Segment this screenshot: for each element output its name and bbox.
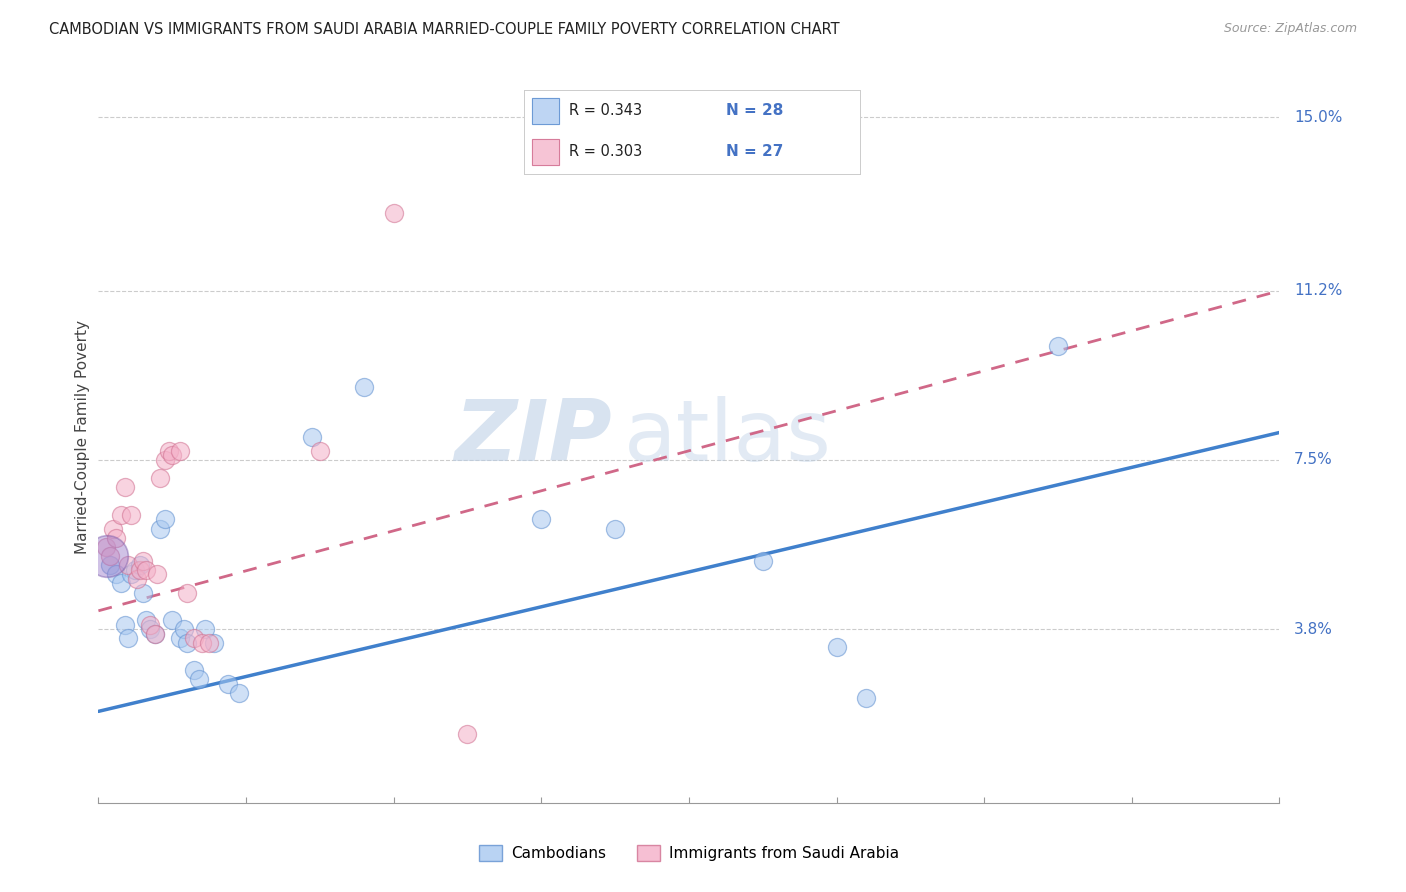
Text: 7.5%: 7.5% (1294, 452, 1333, 467)
Point (98, 558, 121, 573)
Point (143, 626, 166, 640)
Point (173, 622, 195, 636)
Point (132, 553, 155, 567)
Point (217, 677, 239, 691)
Point (176, 585, 198, 599)
Point (149, 521, 172, 535)
Point (198, 636, 221, 650)
Point (146, 567, 169, 582)
Point (103, 521, 125, 535)
Text: 3.8%: 3.8% (1294, 622, 1333, 637)
Point (187, 673, 209, 687)
Point (169, 443, 191, 458)
Point (162, 449, 183, 463)
Point (135, 613, 157, 627)
Point (110, 576, 132, 591)
Text: 11.2%: 11.2% (1294, 284, 1343, 298)
Point (120, 567, 142, 582)
Text: 15.0%: 15.0% (1294, 110, 1343, 125)
Point (124, 563, 146, 577)
Point (1046, 338, 1069, 352)
Point (96, 549, 118, 563)
Point (117, 632, 139, 646)
Point (139, 622, 162, 636)
Text: CAMBODIAN VS IMMIGRANTS FROM SAUDI ARABIA MARRIED-COUPLE FAMILY POVERTY CORRELAT: CAMBODIAN VS IMMIGRANTS FROM SAUDI ARABI… (49, 22, 839, 37)
Point (456, 727, 478, 741)
Point (855, 690, 877, 705)
Point (176, 636, 198, 650)
Point (308, 443, 332, 458)
Point (183, 632, 205, 646)
Point (301, 430, 323, 444)
Point (143, 626, 166, 640)
Point (202, 636, 225, 650)
Point (530, 512, 553, 526)
Point (169, 632, 191, 646)
Point (382, 206, 405, 220)
Point (114, 617, 136, 632)
Point (751, 553, 773, 567)
Point (98, 549, 121, 563)
Y-axis label: Married-Couple Family Poverty: Married-Couple Family Poverty (75, 320, 90, 554)
Point (110, 508, 132, 522)
Point (132, 585, 155, 599)
Text: ZIP: ZIP (454, 395, 612, 479)
Point (605, 521, 627, 535)
Point (125, 572, 148, 586)
Point (128, 563, 150, 577)
Point (183, 663, 205, 677)
Point (114, 480, 136, 494)
Text: atlas: atlas (624, 395, 832, 479)
Legend: Cambodians, Immigrants from Saudi Arabia: Cambodians, Immigrants from Saudi Arabia (479, 845, 898, 861)
Point (120, 508, 142, 522)
Point (153, 453, 176, 467)
Text: Source: ZipAtlas.com: Source: ZipAtlas.com (1223, 22, 1357, 36)
Point (117, 558, 139, 573)
Point (228, 686, 250, 700)
Point (153, 512, 176, 526)
Point (149, 471, 172, 485)
Point (353, 380, 375, 394)
Point (190, 636, 214, 650)
Point (194, 622, 217, 636)
Point (128, 558, 150, 573)
Point (139, 617, 162, 632)
Point (825, 640, 848, 655)
Point (105, 531, 128, 545)
Point (162, 613, 183, 627)
Point (135, 563, 157, 577)
Point (105, 567, 128, 582)
Point (94, 540, 117, 554)
Point (157, 443, 180, 458)
